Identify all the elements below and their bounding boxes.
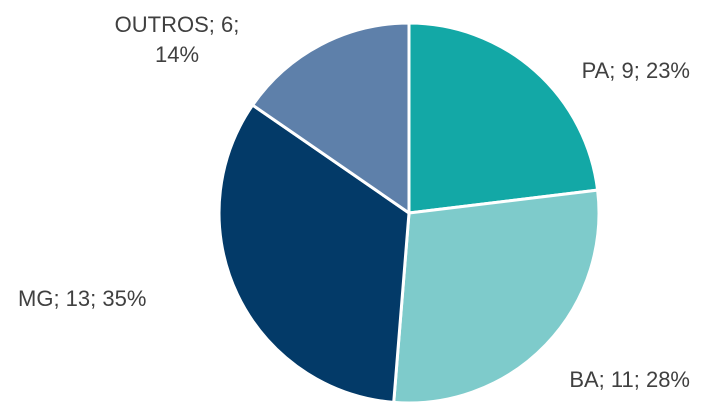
pie-slice-mg <box>217 102 411 403</box>
pie-slices <box>217 21 601 403</box>
data-label-line: BA; 11; 28% <box>569 367 690 392</box>
data-label-pa: PA; 9; 23% <box>582 58 690 83</box>
data-label-line: PA; 9; 23% <box>582 58 690 83</box>
data-label-outros: OUTROS; 6; 14% <box>115 12 240 67</box>
data-label-line: MG; 13; 35% <box>18 286 146 311</box>
pie-slice-ba <box>392 188 601 403</box>
pie-slice-pa <box>407 21 600 215</box>
pie-data-labels: PA; 9; 23% BA; 11; 28% MG; 13; 35% OUTROS; … <box>18 12 690 392</box>
data-label-mg: MG; 13; 35% <box>18 286 146 311</box>
pie-slice-outros <box>250 21 411 216</box>
data-label-line: OUTROS; 6; <box>115 12 240 37</box>
data-label-ba: BA; 11; 28% <box>569 367 690 392</box>
data-label-line: 14% <box>155 42 199 67</box>
